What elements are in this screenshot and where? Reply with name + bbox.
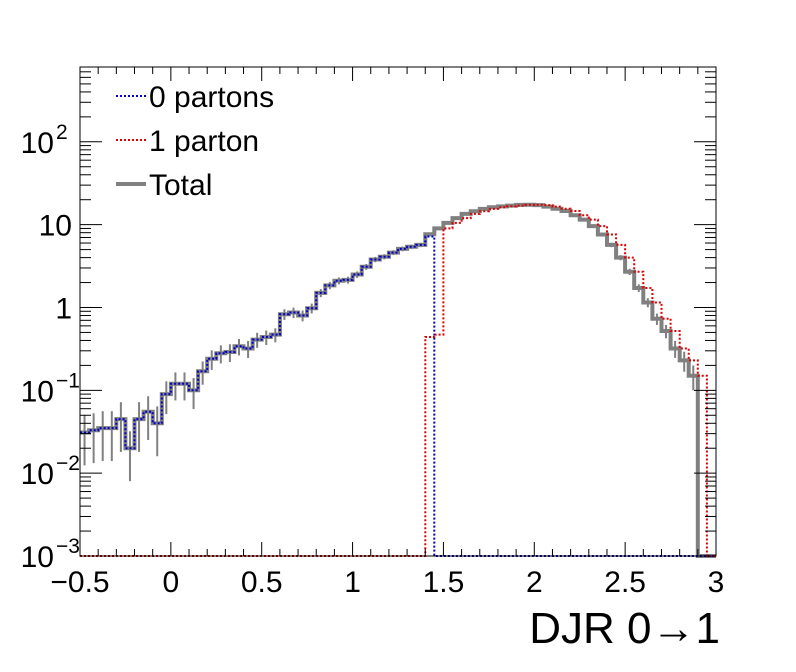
x-tick-label: 0.5 xyxy=(241,566,283,599)
y-tick-label: 10 xyxy=(39,210,72,243)
series-line-total xyxy=(80,202,716,558)
y-tick-exponent: −3 xyxy=(56,535,80,558)
legend-label: Total xyxy=(149,169,212,202)
series-line-1-parton xyxy=(80,203,716,557)
y-tick-label: 1 xyxy=(55,292,72,325)
y-tick-exponent: −2 xyxy=(56,452,80,475)
legend-label: 0 partons xyxy=(149,81,274,114)
x-tick-label: 1.5 xyxy=(423,566,465,599)
y-tick-exponent: −1 xyxy=(56,369,80,392)
axis-ticks xyxy=(79,66,717,557)
x-tick-label: 0 xyxy=(163,566,180,599)
legend: 0 partons 1 parton Total xyxy=(116,81,274,202)
y-tick-label: 10 xyxy=(21,375,54,408)
x-tick-label: −0.5 xyxy=(50,566,109,599)
x-tick-label: 1 xyxy=(344,566,361,599)
x-tick-label: 2 xyxy=(526,566,543,599)
histogram-lines xyxy=(80,202,716,558)
x-axis-title: DJR 0→1 xyxy=(529,604,720,653)
y-tick-label: 10 xyxy=(21,541,54,574)
y-tick-exponent: 2 xyxy=(56,121,68,144)
x-tick-label: 3 xyxy=(708,566,725,599)
legend-label: 1 parton xyxy=(149,125,259,158)
x-tick-labels: −0.5 0 0.5 1 1.5 2 2.5 3 xyxy=(50,566,724,599)
x-tick-label: 2.5 xyxy=(604,566,646,599)
y-tick-label: 10 xyxy=(21,127,54,160)
y-tick-label: 10 xyxy=(21,458,54,491)
series-line-0-partons xyxy=(80,235,716,557)
